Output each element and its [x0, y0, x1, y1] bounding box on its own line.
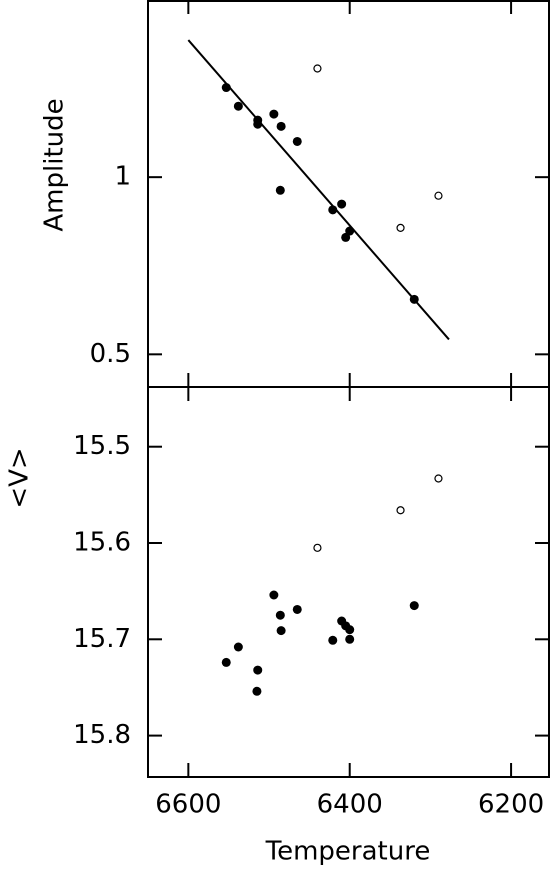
y-tick-label: 1 [114, 162, 131, 192]
point [345, 625, 355, 635]
point [292, 604, 302, 614]
point [253, 665, 263, 675]
point [233, 642, 243, 652]
point [345, 634, 355, 644]
fit-line [187, 39, 450, 341]
y-axis-label: Amplitude [40, 98, 70, 231]
y-tick-label: 15.6 [73, 528, 131, 558]
x-tick-label: 6200 [478, 790, 544, 820]
y-tick-label: 15.5 [73, 431, 131, 461]
point [276, 121, 286, 131]
point [269, 109, 279, 119]
point [328, 635, 338, 645]
open-point [396, 506, 405, 515]
open-point [313, 543, 322, 552]
open-point [396, 223, 405, 232]
y-axis-label: <V> [5, 447, 35, 508]
point [252, 686, 262, 696]
point [275, 185, 285, 195]
point [221, 657, 231, 667]
y-tick-label: 15.8 [73, 720, 131, 750]
point [269, 590, 279, 600]
open-point [434, 474, 443, 483]
y-tick-label: 0.5 [90, 339, 131, 369]
x-tick-label: 6400 [317, 790, 383, 820]
point [276, 626, 286, 636]
point [337, 199, 347, 209]
y-tick-label: 15.7 [73, 624, 131, 654]
point [341, 232, 351, 242]
x-tick-label: 6600 [155, 790, 221, 820]
point [292, 136, 302, 146]
open-point [313, 64, 322, 73]
open-point [434, 191, 443, 200]
point [275, 610, 285, 620]
frame [147, 0, 550, 778]
point [409, 601, 419, 611]
x-axis-label: Temperature [265, 837, 431, 867]
point [233, 101, 243, 111]
